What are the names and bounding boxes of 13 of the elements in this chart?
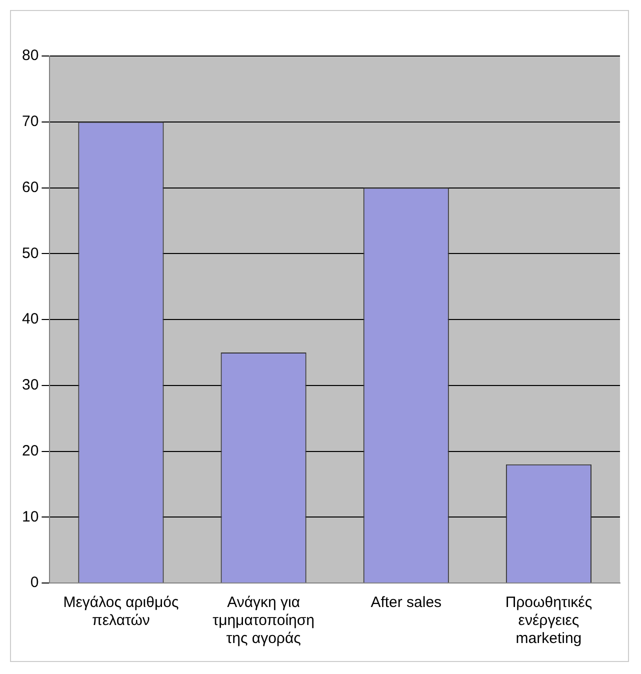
y-tick-label: 10 xyxy=(22,508,39,526)
y-tick-label: 80 xyxy=(22,47,39,64)
y-tick-label: 0 xyxy=(30,574,39,592)
y-tick-label: 30 xyxy=(22,376,39,394)
x-tick-label: Μεγάλος αριθμός πελατών xyxy=(63,594,179,630)
x-tick-label: Προωθητικές ενέργειες marketing xyxy=(505,594,592,648)
y-tick-label: 50 xyxy=(22,244,39,262)
y-tick-label: 60 xyxy=(22,178,39,196)
x-tick-label: After sales xyxy=(370,594,442,612)
x-tick-label: Ανάγκη για τμηματοποίηση της αγοράς xyxy=(212,594,314,648)
y-tick-label: 40 xyxy=(22,310,39,328)
y-tick-label: 20 xyxy=(22,442,39,460)
y-tick-label: 70 xyxy=(22,113,39,130)
